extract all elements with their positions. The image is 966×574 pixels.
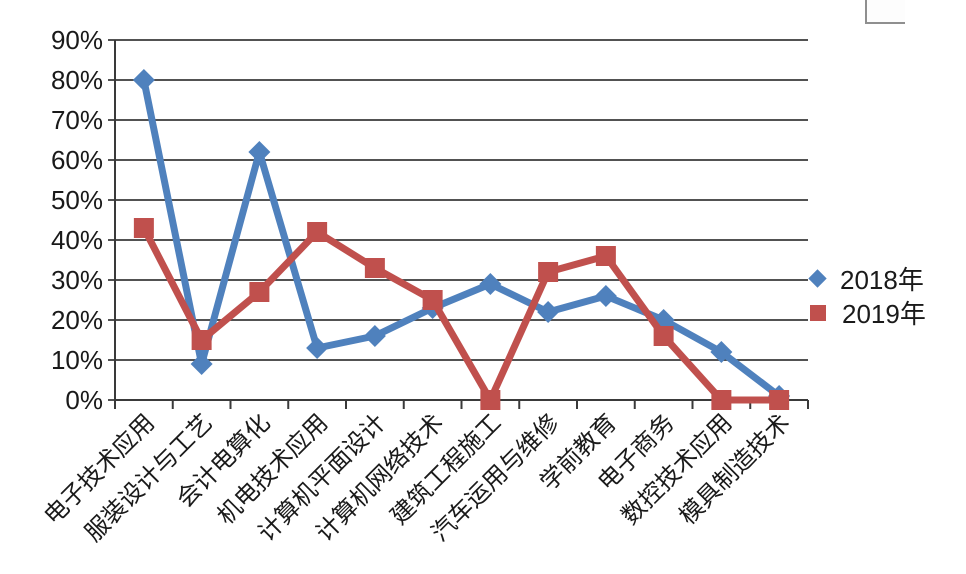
square-marker-icon	[810, 304, 826, 321]
data-point-square	[133, 218, 154, 238]
data-point-diamond	[132, 69, 155, 91]
y-axis-tick-label: 10%	[51, 345, 103, 375]
y-axis-tick-label: 20%	[51, 305, 103, 335]
data-point-square	[480, 390, 501, 410]
data-point-diamond	[479, 273, 502, 295]
y-axis-tick-label: 0%	[65, 385, 103, 415]
data-point-diamond	[537, 301, 560, 323]
y-axis-tick-label: 90%	[51, 25, 103, 55]
series-line-2018年	[140, 76, 783, 400]
y-axis-tick-label: 70%	[51, 105, 103, 135]
y-axis-tick-label: 50%	[51, 185, 103, 215]
window-corner-artifact	[865, 0, 905, 24]
legend-label-2018: 2018年	[840, 265, 924, 295]
data-point-square	[769, 390, 790, 410]
data-point-square	[711, 390, 732, 410]
legend-item-2018: 2018年	[806, 263, 926, 295]
y-axis-tick-label: 40%	[51, 225, 103, 255]
diamond-marker-icon	[808, 269, 827, 288]
data-point-diamond	[363, 325, 386, 347]
data-point-diamond	[306, 337, 329, 359]
data-point-square	[422, 290, 443, 310]
data-point-square	[364, 258, 385, 278]
y-axis-tick-label: 60%	[51, 145, 103, 175]
legend-item-2019: 2019年	[806, 297, 926, 329]
data-point-square	[595, 246, 616, 266]
data-point-square	[191, 330, 212, 350]
chart-legend: 2018年 2019年	[806, 263, 926, 329]
series-line-2019年	[140, 224, 783, 404]
data-point-diamond	[248, 141, 271, 163]
data-point-diamond	[594, 285, 617, 307]
y-axis-tick-label: 30%	[51, 265, 103, 295]
legend-label-2019: 2019年	[842, 299, 926, 329]
data-point-square	[307, 222, 328, 242]
data-point-diamond	[190, 353, 213, 375]
data-point-square	[653, 326, 674, 346]
data-point-diamond	[710, 341, 733, 363]
data-point-square	[249, 282, 270, 302]
y-axis-tick-label: 80%	[51, 65, 103, 95]
data-point-square	[538, 262, 559, 282]
